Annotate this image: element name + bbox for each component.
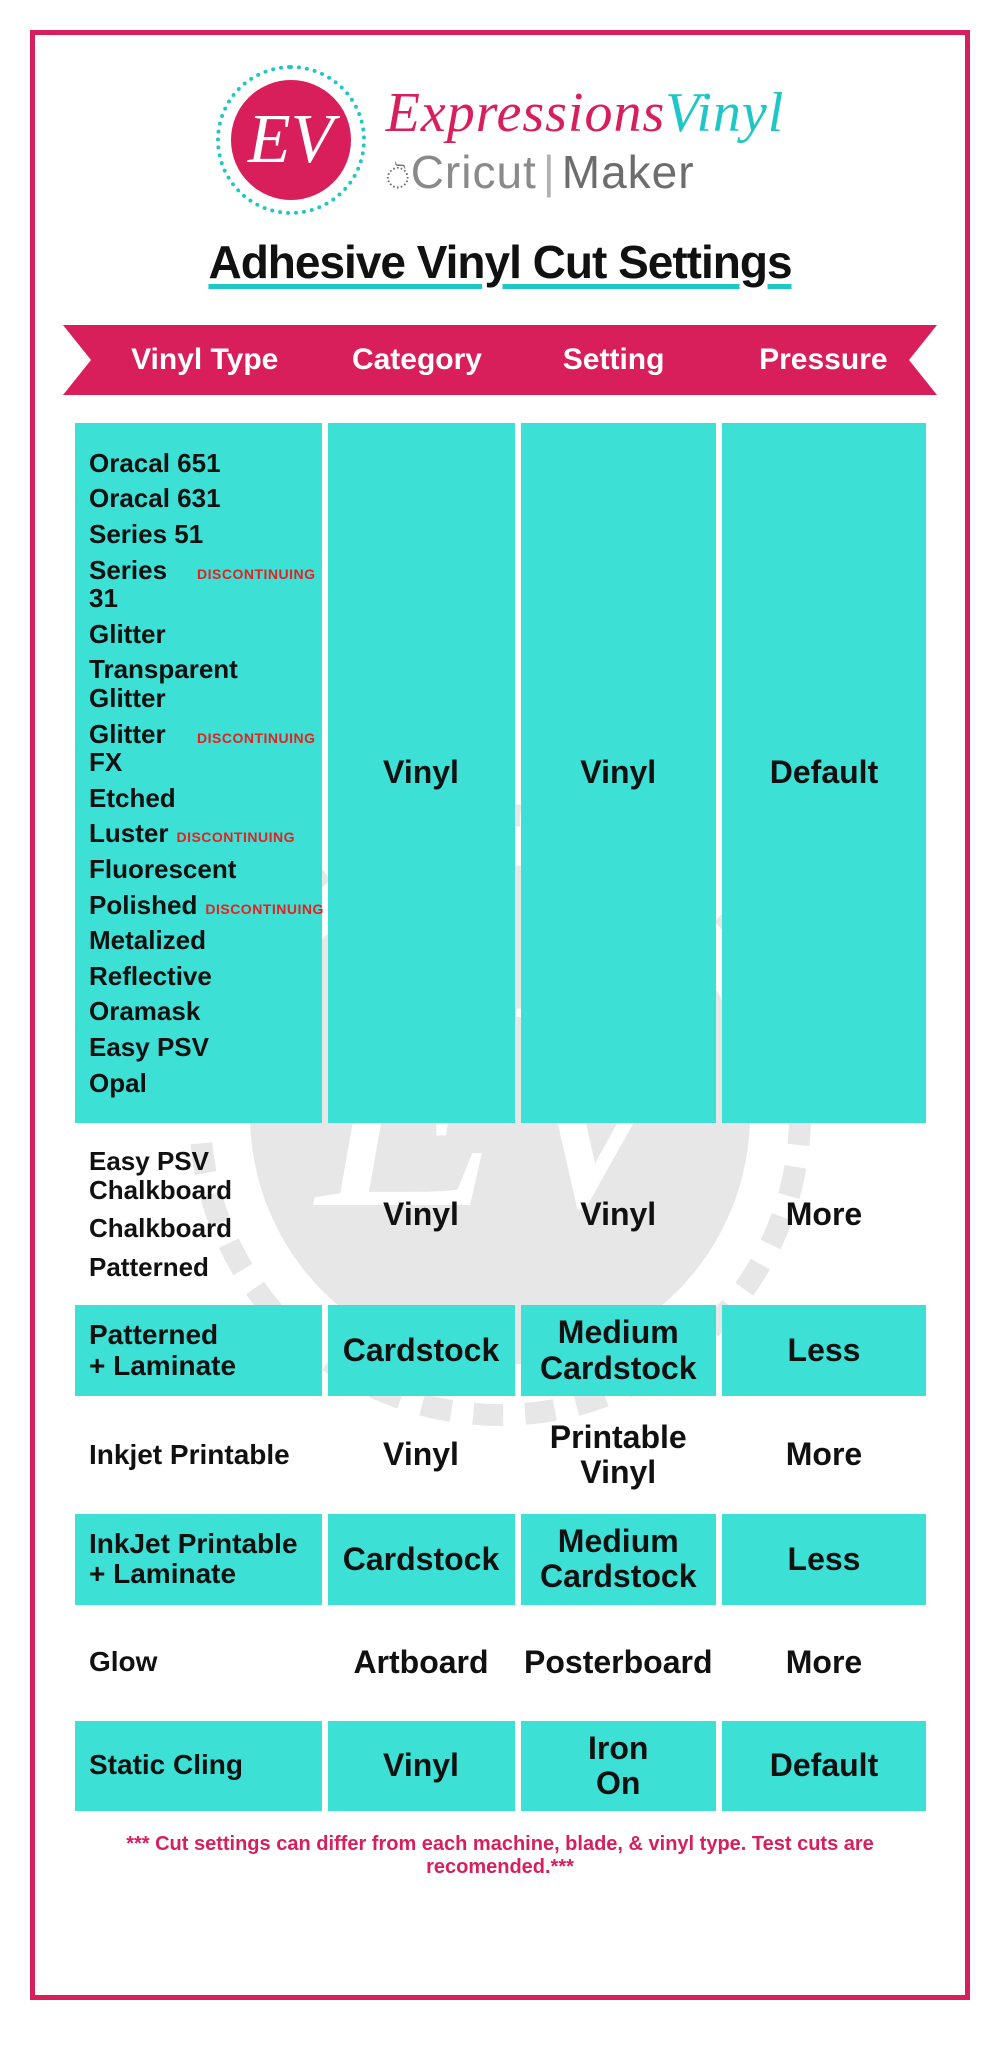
vinyl-type-item: Opal xyxy=(89,1069,316,1098)
page-frame: EV EV ExpressionsVinyl ੋCricut|Maker Adh… xyxy=(30,30,970,2000)
vinyl-type-name: Oracal 651 xyxy=(89,449,221,478)
table-row: Easy PSV Chalkboard Chalkboard Patterned Vi… xyxy=(75,1137,925,1291)
vinyl-type-item: Patterned xyxy=(89,1253,316,1282)
vinyl-type-name: Oramask xyxy=(89,997,200,1026)
cell-vinyl-type: Static Cling xyxy=(75,1721,322,1811)
table-row: Oracal 651 Oracal 631 Series 51 Series 31 DI… xyxy=(75,423,925,1123)
table-row: Inkjet PrintableVinylPrintable VinylMore xyxy=(75,1410,925,1500)
table-row: Patterned + LaminateCardstockMedium Card… xyxy=(75,1305,925,1395)
vinyl-type-name: Oracal 631 xyxy=(89,484,221,513)
cell-category: Vinyl xyxy=(328,1721,515,1811)
settings-table: Oracal 651 Oracal 631 Series 51 Series 31 DI… xyxy=(75,423,925,1811)
vinyl-type-name: Metalized xyxy=(89,926,206,955)
vinyl-type-name: Easy PSV Chalkboard xyxy=(89,1147,316,1204)
vinyl-type-item: Easy PSV Chalkboard xyxy=(89,1147,316,1204)
cell-vinyl-type: Inkjet Printable xyxy=(75,1410,322,1500)
vinyl-type-name: Etched xyxy=(89,784,176,813)
cell-category: Vinyl xyxy=(328,1137,515,1291)
vinyl-type-item: Glitter xyxy=(89,620,316,649)
header-pressure: Pressure xyxy=(710,343,937,377)
table-row: Static ClingVinylIron OnDefault xyxy=(75,1721,925,1811)
cell-setting: Medium Cardstock xyxy=(521,1514,717,1604)
cell-setting: Vinyl xyxy=(521,1137,717,1291)
brand-sub: ੋCricut|Maker xyxy=(386,145,785,199)
vinyl-type-item: Etched xyxy=(89,784,316,813)
ev-badge: EV xyxy=(216,65,366,215)
cell-vinyl-type: Patterned + Laminate xyxy=(75,1305,322,1395)
vinyl-type-item: Glitter FX DISCONTINUING xyxy=(89,720,316,777)
header-setting: Setting xyxy=(517,343,709,377)
cell-pressure: Default xyxy=(722,1721,926,1811)
vinyl-type-item: Oracal 631 xyxy=(89,484,316,513)
vinyl-type-name: Series 31 xyxy=(89,556,189,613)
discontinuing-label: DISCONTINUING xyxy=(197,567,316,582)
cell-setting: Iron On xyxy=(521,1721,717,1811)
cell-pressure: Default xyxy=(722,423,926,1123)
cell-pressure: More xyxy=(722,1619,926,1707)
vinyl-type-item: Metalized xyxy=(89,926,316,955)
cell-vinyl-type: Glow xyxy=(75,1619,322,1707)
header-category: Category xyxy=(316,343,517,377)
cell-pressure: Less xyxy=(722,1305,926,1395)
vinyl-type-item: Oramask xyxy=(89,997,316,1026)
vinyl-type-item: Luster DISCONTINUING xyxy=(89,819,316,848)
discontinuing-label: DISCONTINUING xyxy=(176,830,295,845)
logo-area: EV ExpressionsVinyl ੋCricut|Maker xyxy=(75,65,925,215)
brand-main: ExpressionsVinyl xyxy=(386,81,785,145)
vinyl-type-name: Easy PSV xyxy=(89,1033,209,1062)
cell-pressure: More xyxy=(722,1137,926,1291)
vinyl-type-item: Easy PSV xyxy=(89,1033,316,1062)
vinyl-type-name: Series 51 xyxy=(89,520,203,549)
header-vinyl-type: Vinyl Type xyxy=(63,343,316,377)
vinyl-type-name: Opal xyxy=(89,1069,147,1098)
vinyl-type-name: Fluorescent xyxy=(89,855,236,884)
cell-category: Artboard xyxy=(328,1619,515,1707)
vinyl-type-name: Chalkboard xyxy=(89,1214,232,1243)
cell-category: Vinyl xyxy=(328,423,515,1123)
vinyl-type-name: Glitter FX xyxy=(89,720,189,777)
vinyl-type-item: Series 31 DISCONTINUING xyxy=(89,556,316,613)
vinyl-type-item: Chalkboard xyxy=(89,1214,316,1243)
cell-vinyl-type: InkJet Printable + Laminate xyxy=(75,1514,322,1604)
cell-pressure: Less xyxy=(722,1514,926,1604)
vinyl-type-name: Luster xyxy=(89,819,168,848)
vinyl-type-name: Patterned xyxy=(89,1253,209,1282)
vinyl-type-item: Series 51 xyxy=(89,520,316,549)
footnote: *** Cut settings can differ from each ma… xyxy=(75,1833,925,1879)
vinyl-type-name: Reflective xyxy=(89,962,212,991)
cell-category: Cardstock xyxy=(328,1305,515,1395)
cell-pressure: More xyxy=(722,1410,926,1500)
page-title: Adhesive Vinyl Cut Settings xyxy=(75,235,925,289)
discontinuing-label: DISCONTINUING xyxy=(197,731,316,746)
cell-vinyl-type: Easy PSV Chalkboard Chalkboard Patterned xyxy=(75,1137,322,1291)
header-ribbon: Vinyl Type Category Setting Pressure xyxy=(63,325,937,395)
table-row: InkJet Printable + LaminateCardstockMedi… xyxy=(75,1514,925,1604)
cell-setting: Printable Vinyl xyxy=(521,1410,717,1500)
cell-category: Vinyl xyxy=(328,1410,515,1500)
vinyl-type-name: Glitter xyxy=(89,620,166,649)
cell-setting: Posterboard xyxy=(521,1619,717,1707)
cell-setting: Medium Cardstock xyxy=(521,1305,717,1395)
vinyl-type-item: PolishedDISCONTINUING xyxy=(89,891,316,920)
cell-setting: Vinyl xyxy=(521,423,717,1123)
vinyl-type-item: Fluorescent xyxy=(89,855,316,884)
table-row: GlowArtboardPosterboardMore xyxy=(75,1619,925,1707)
cell-category: Cardstock xyxy=(328,1514,515,1604)
ev-badge-text: EV xyxy=(231,80,351,200)
vinyl-type-item: Transparent Glitter xyxy=(89,655,316,712)
vinyl-type-item: Reflective xyxy=(89,962,316,991)
vinyl-type-item: Oracal 651 xyxy=(89,449,316,478)
vinyl-type-name: Transparent Glitter xyxy=(89,655,316,712)
discontinuing-label: DISCONTINUING xyxy=(205,902,324,917)
cell-vinyl-type: Oracal 651 Oracal 631 Series 51 Series 31 DI… xyxy=(75,423,322,1123)
vinyl-type-name: Polished xyxy=(89,891,197,920)
